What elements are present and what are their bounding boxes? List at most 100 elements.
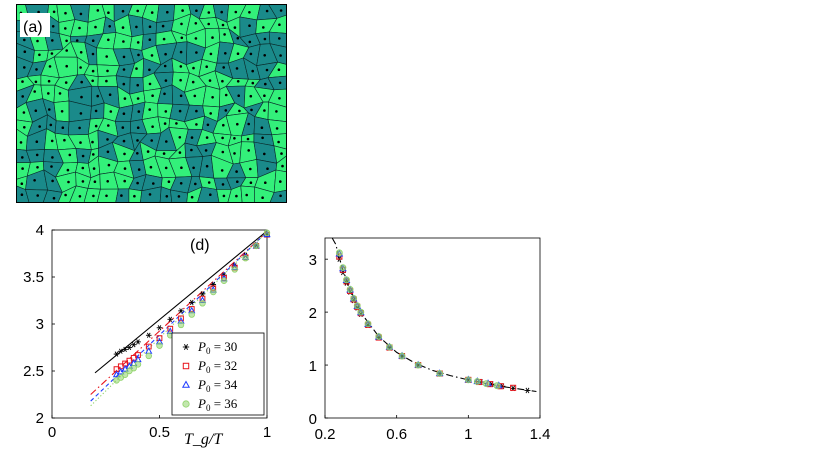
cell-center-dot (36, 166, 39, 169)
cell-center-dot (236, 122, 239, 126)
cell-center-dot (209, 193, 212, 196)
cell-center-dot (35, 68, 38, 71)
cell-center-dot (251, 81, 255, 85)
cell-center-dot (209, 112, 212, 115)
cell-center-dot (34, 109, 38, 112)
cell-center-dot (190, 195, 194, 199)
data-point (242, 255, 249, 262)
cell-center-dot (107, 163, 111, 167)
data-point (121, 371, 129, 378)
x-tick-label: 0.2 (315, 426, 336, 443)
cell-center-dot (121, 126, 125, 129)
cell-center-dot (49, 123, 53, 127)
tessellation-panel: (a) (16, 4, 287, 203)
cell-center-dot (233, 152, 236, 155)
cell-center-dot (208, 79, 212, 82)
cell (57, 185, 77, 203)
cell (267, 4, 287, 19)
cell-center-dot (249, 167, 252, 171)
cell-center-dot (109, 110, 113, 113)
cell (275, 155, 287, 173)
cell-center-dot (164, 79, 168, 82)
cell-center-dot (179, 65, 183, 68)
cell-center-dot (221, 150, 225, 154)
cell (269, 43, 287, 65)
cell-center-dot (237, 94, 240, 97)
cell-center-dot (249, 52, 253, 56)
cell-center-dot (190, 136, 194, 139)
x-tick-label: 1 (263, 424, 271, 441)
chart-panel-d: 0 0.5 1 2 2.5 3 3.5 4 (d) P0 = 30 P0 = 32 P0 = 34… (23, 222, 271, 448)
data-point (386, 343, 393, 351)
cell-center-dot (105, 194, 108, 198)
cell-center-dot (37, 10, 40, 14)
cell-center-dot (180, 36, 184, 40)
cell-center-dot (165, 195, 169, 198)
cell-center-dot (58, 92, 62, 95)
cell-center-dot (193, 94, 197, 98)
cell-center-dot (35, 140, 39, 143)
cell-center-dot (149, 165, 153, 169)
cell-center-dot (92, 153, 95, 156)
cell-center-dot (261, 196, 264, 199)
cell-center-dot (136, 9, 139, 13)
cell-center-dot (79, 12, 83, 16)
cell-center-dot (275, 127, 279, 130)
cell-center-dot (51, 179, 54, 183)
cell-center-dot (79, 141, 82, 144)
cell-center-dot (209, 52, 213, 56)
cell-center-dot (122, 40, 125, 43)
cell-center-dot (75, 39, 79, 42)
cell-center-dot (136, 152, 139, 155)
cell-center-dot (178, 109, 182, 113)
cell-center-dot (249, 94, 253, 98)
cell (70, 35, 88, 43)
data-point (231, 266, 238, 273)
cell-center-dot (136, 83, 139, 87)
cell-center-dot (93, 180, 97, 183)
cell-center-dot (66, 168, 70, 172)
legend-entry: P0 = 36 (197, 396, 238, 413)
data-point (350, 294, 358, 302)
cell-center-dot (91, 69, 95, 73)
cell (129, 34, 144, 51)
data-point (339, 264, 347, 272)
cell-center-dot (20, 193, 24, 196)
data-point (113, 351, 120, 357)
data-point (210, 288, 217, 296)
cell-center-dot (191, 80, 195, 84)
cell-center-dot (133, 194, 136, 198)
cell-center-dot (78, 195, 82, 198)
cell-center-dot (94, 25, 97, 29)
cell-center-dot (96, 94, 99, 98)
cell (254, 186, 275, 203)
cell-center-dot (205, 136, 209, 139)
cell-center-dot (263, 94, 266, 97)
cell-center-dot (161, 24, 165, 28)
cell-center-dot (148, 193, 152, 196)
x-tick-label: 0 (48, 424, 56, 441)
cell-center-dot (222, 123, 225, 127)
cell-center-dot (235, 67, 239, 70)
data-point (178, 315, 184, 322)
data-point (130, 364, 137, 372)
data-point (414, 361, 422, 369)
cell-center-dot (180, 22, 183, 26)
cell-center-dot (23, 126, 26, 129)
cell-center-dot (279, 194, 282, 198)
legend-entry: P0 = 32 (197, 358, 237, 375)
cell-center-dot (280, 152, 283, 155)
chart-panel-e: 0.2 0.6 1 1.4 0 1 2 3 (309, 237, 550, 443)
cell (268, 31, 287, 48)
cell-center-dot (78, 26, 81, 30)
legend-entry: P0 = 30 (197, 339, 237, 356)
data-point (188, 306, 195, 312)
cell-center-dot (236, 52, 240, 55)
cell-center-dot (91, 39, 95, 42)
cell-center-dot (194, 22, 198, 25)
y-tick-label: 3 (309, 252, 317, 269)
data-point (118, 348, 124, 354)
cell-center-dot (94, 124, 98, 128)
data-point (335, 249, 343, 257)
cell-center-dot (236, 36, 240, 40)
